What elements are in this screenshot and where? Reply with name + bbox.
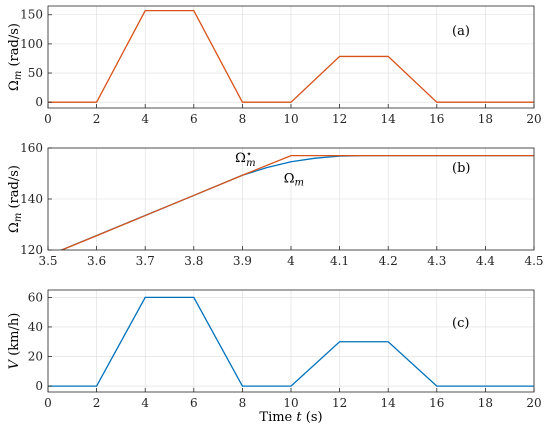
x-tick-label: 10 [283, 396, 298, 410]
panel-c-label: (c) [452, 316, 469, 331]
x-tick-label: 4.2 [379, 254, 398, 268]
y-tick-label: 20 [28, 350, 43, 364]
x-tick-label: 3.5 [38, 254, 57, 268]
panel-a-series [48, 10, 534, 103]
x-tick-label: 4.5 [524, 254, 543, 268]
annotation-omega: Ωm [284, 171, 304, 188]
panel-a: 0 2 4 6 8 10 12 14 16 18 20 0 50 100 150 Ωm (rad/s) (a… [7, 5, 542, 126]
x-tick-label: 8 [239, 112, 247, 126]
x-tick-label: 12 [332, 396, 347, 410]
series-line-1 [48, 296, 534, 387]
x-tick-label: 14 [381, 112, 397, 126]
panel-a-label: (a) [452, 24, 470, 39]
x-tick-label: 16 [429, 396, 444, 410]
y-tick-label: 40 [28, 320, 43, 334]
x-tick-label: 4.1 [330, 254, 349, 268]
x-tick-label: 10 [283, 112, 298, 126]
panel-c-series [48, 296, 534, 387]
x-tick-label: 6 [190, 396, 198, 410]
y-tick-label: 140 [20, 192, 43, 206]
x-tick-label: 18 [478, 112, 493, 126]
panel-c-xlabel: Time t (s) [259, 410, 322, 425]
x-tick-label: 2 [93, 396, 101, 410]
panel-a-ylabel: Ωm (rad/s) [7, 23, 24, 91]
x-tick-label: 4.3 [427, 254, 446, 268]
panel-b-ticks: 3.5 3.6 3.7 3.8 3.9 4 4.1 4.2 4.3 4.4 4.5 120 140 160 [20, 141, 543, 268]
x-tick-label: 3.9 [233, 254, 252, 268]
panel-b-label: (b) [452, 161, 470, 176]
x-tick-label: 4.4 [476, 254, 495, 268]
panel-c-ylabel: V (km/h) [7, 313, 22, 370]
annotation-omega-star: Ω⋆ m [235, 149, 256, 169]
x-tick-label: 2 [93, 112, 101, 126]
y-tick-label: 0 [35, 379, 43, 393]
panel-b: 3.5 3.6 3.7 3.8 3.9 4 4.1 4.2 4.3 4.4 4.5 120 140 160… [7, 141, 544, 268]
panel-b-ylabel: Ωm (rad/s) [7, 165, 24, 233]
x-tick-label: 6 [190, 112, 198, 126]
y-tick-label: 160 [20, 141, 43, 155]
series-line-1 [48, 10, 534, 103]
x-tick-label: 20 [526, 396, 541, 410]
x-tick-label: 3.7 [136, 254, 155, 268]
x-tick-label: 4 [287, 254, 295, 268]
x-tick-label: 12 [332, 112, 347, 126]
x-tick-label: 0 [44, 112, 52, 126]
y-tick-label: 50 [28, 66, 43, 80]
y-tick-label: 60 [28, 290, 43, 304]
x-tick-label: 8 [239, 396, 247, 410]
panel-a-ticks: 0 2 4 6 8 10 12 14 16 18 20 0 50 100 150 [20, 8, 542, 126]
x-tick-label: 3.8 [184, 254, 203, 268]
x-tick-label: 20 [526, 112, 541, 126]
y-tick-label: 100 [20, 37, 43, 51]
x-tick-label: 4 [141, 112, 149, 126]
series-line-2 [59, 154, 534, 250]
x-tick-label: 18 [478, 396, 493, 410]
panel-c-ticks: 0 2 4 6 8 10 12 14 16 18 20 0 20 40 60 [28, 290, 542, 410]
y-tick-label: 0 [35, 95, 43, 109]
y-tick-label: 120 [20, 243, 43, 257]
x-tick-label: 14 [381, 396, 397, 410]
panel-c: 0 2 4 6 8 10 12 14 16 18 20 0 20 40 60 V (km/h) (c) Ti… [7, 289, 542, 425]
panel-b-series [59, 154, 534, 250]
x-tick-label: 16 [429, 112, 444, 126]
y-tick-label: 150 [20, 8, 43, 22]
x-tick-label: 3.6 [87, 254, 106, 268]
x-tick-label: 4 [141, 396, 149, 410]
x-tick-label: 0 [44, 396, 52, 410]
